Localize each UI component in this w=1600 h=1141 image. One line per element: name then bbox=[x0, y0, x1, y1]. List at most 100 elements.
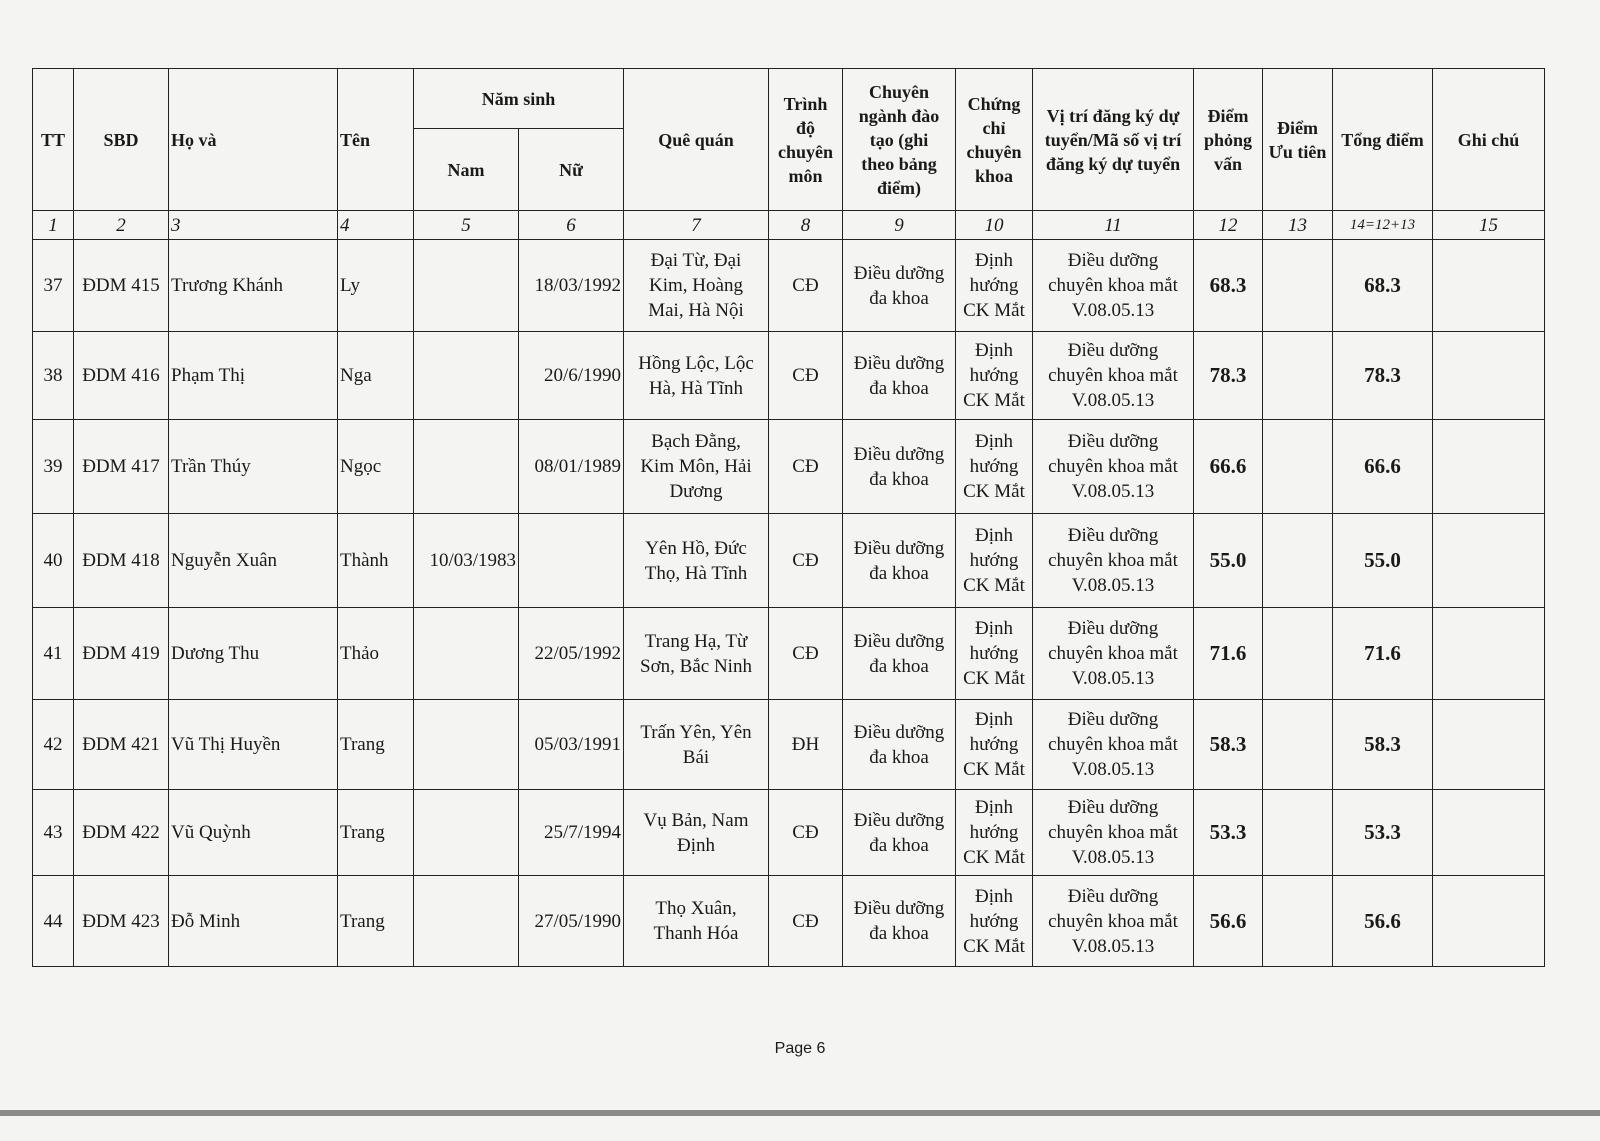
training-major: Điều dưỡng đa khoa bbox=[842, 513, 956, 608]
position-code: Điều dưỡng chuyên khoa mắt V.08.05.13 bbox=[1032, 419, 1194, 514]
family-name: Đỗ Minh bbox=[168, 875, 338, 967]
birthdate-female: 08/01/1989 bbox=[518, 419, 624, 514]
priority-score bbox=[1262, 607, 1333, 700]
scan-edge-bar bbox=[0, 1110, 1600, 1116]
birthdate-male bbox=[413, 789, 519, 876]
position-code: Điều dưỡng chuyên khoa mắt V.08.05.13 bbox=[1032, 331, 1194, 420]
column-index: 7 bbox=[623, 210, 769, 240]
hometown: Vụ Bản, Nam Định bbox=[623, 789, 769, 876]
header-chuyen-nganh: Chuyên ngành đào tạo (ghi theo bảng điểm… bbox=[842, 68, 956, 211]
row-number: 44 bbox=[32, 875, 74, 967]
given-name: Ly bbox=[337, 239, 414, 332]
training-major: Điều dưỡng đa khoa bbox=[842, 239, 956, 332]
header-chung-chi: Chứng chỉ chuyên khoa bbox=[955, 68, 1033, 211]
row-number: 42 bbox=[32, 699, 74, 790]
total-score: 68.3 bbox=[1332, 239, 1433, 332]
table-row: 44 ĐDM 423 Đỗ Minh Trang 27/05/1990 Thọ Xuân,… bbox=[32, 875, 1545, 967]
table-row: 39 ĐDM 417 Trần Thúy Ngọc 08/01/1989 Bạch Đằn… bbox=[32, 419, 1545, 514]
table-row: 43 ĐDM 422 Vũ Quỳnh Trang 25/7/1994 Vụ Bản, N… bbox=[32, 789, 1545, 876]
family-name: Dương Thu bbox=[168, 607, 338, 700]
training-major: Điều dưỡng đa khoa bbox=[842, 419, 956, 514]
qualification-level: CĐ bbox=[768, 419, 843, 514]
table-row: 42 ĐDM 421 Vũ Thị Huyền Trang 05/03/1991 Trấn… bbox=[32, 699, 1545, 790]
specialty-certificate: Định hướng CK Mắt bbox=[955, 789, 1033, 876]
total-score: 55.0 bbox=[1332, 513, 1433, 608]
column-index: 3 bbox=[168, 210, 338, 240]
column-index: 8 bbox=[768, 210, 843, 240]
column-index: 11 bbox=[1032, 210, 1194, 240]
birthdate-male bbox=[413, 607, 519, 700]
header-ghi-chu: Ghi chú bbox=[1432, 68, 1545, 211]
candidate-id: ĐDM 422 bbox=[73, 789, 169, 876]
birthdate-female: 05/03/1991 bbox=[518, 699, 624, 790]
column-index: 13 bbox=[1262, 210, 1333, 240]
note bbox=[1432, 513, 1545, 608]
total-score: 58.3 bbox=[1332, 699, 1433, 790]
position-code: Điều dưỡng chuyên khoa mắt V.08.05.13 bbox=[1032, 875, 1194, 967]
interview-score: 58.3 bbox=[1193, 699, 1263, 790]
birthdate-male bbox=[413, 239, 519, 332]
given-name: Thành bbox=[337, 513, 414, 608]
note bbox=[1432, 699, 1545, 790]
qualification-level: CĐ bbox=[768, 239, 843, 332]
table-row: 37 ĐDM 415 Trương Khánh Ly 18/03/1992 Đại Từ,… bbox=[32, 239, 1545, 332]
family-name: Trần Thúy bbox=[168, 419, 338, 514]
hometown: Bạch Đằng, Kim Môn, Hải Dương bbox=[623, 419, 769, 514]
specialty-certificate: Định hướng CK Mắt bbox=[955, 875, 1033, 967]
column-index: 15 bbox=[1432, 210, 1545, 240]
note bbox=[1432, 875, 1545, 967]
family-name: Phạm Thị bbox=[168, 331, 338, 420]
birthdate-female: 27/05/1990 bbox=[518, 875, 624, 967]
qualification-level: ĐH bbox=[768, 699, 843, 790]
priority-score bbox=[1262, 789, 1333, 876]
birthdate-male bbox=[413, 699, 519, 790]
specialty-certificate: Định hướng CK Mắt bbox=[955, 239, 1033, 332]
row-number: 38 bbox=[32, 331, 74, 420]
row-number: 41 bbox=[32, 607, 74, 700]
column-index: 4 bbox=[337, 210, 414, 240]
priority-score bbox=[1262, 699, 1333, 790]
qualification-level: CĐ bbox=[768, 513, 843, 608]
birthdate-male: 10/03/1983 bbox=[413, 513, 519, 608]
birthdate-female: 20/6/1990 bbox=[518, 331, 624, 420]
training-major: Điều dưỡng đa khoa bbox=[842, 331, 956, 420]
interview-score: 71.6 bbox=[1193, 607, 1263, 700]
column-index: 10 bbox=[955, 210, 1033, 240]
priority-score bbox=[1262, 239, 1333, 332]
given-name: Ngọc bbox=[337, 419, 414, 514]
header-tong-diem: Tổng điểm bbox=[1332, 68, 1433, 211]
column-index-row: 1 2 3 4 5 6 7 8 9 10 11 12 13 14=12+13 15 bbox=[32, 210, 1545, 240]
hometown: Trang Hạ, Từ Sơn, Bắc Ninh bbox=[623, 607, 769, 700]
interview-score: 53.3 bbox=[1193, 789, 1263, 876]
position-code: Điều dưỡng chuyên khoa mắt V.08.05.13 bbox=[1032, 789, 1194, 876]
qualification-level: CĐ bbox=[768, 331, 843, 420]
position-code: Điều dưỡng chuyên khoa mắt V.08.05.13 bbox=[1032, 239, 1194, 332]
row-number: 37 bbox=[32, 239, 74, 332]
candidate-id: ĐDM 415 bbox=[73, 239, 169, 332]
header-que-quan: Quê quán bbox=[623, 68, 769, 211]
birthdate-male bbox=[413, 331, 519, 420]
birthdate-female: 18/03/1992 bbox=[518, 239, 624, 332]
total-score: 66.6 bbox=[1332, 419, 1433, 514]
header-ho-va: Họ và bbox=[168, 68, 338, 211]
header-tt: TT bbox=[32, 68, 74, 211]
column-index: 5 bbox=[413, 210, 519, 240]
header-nu: Nữ bbox=[518, 128, 624, 211]
column-index: 12 bbox=[1193, 210, 1263, 240]
note bbox=[1432, 607, 1545, 700]
total-score: 71.6 bbox=[1332, 607, 1433, 700]
birthdate-female: 22/05/1992 bbox=[518, 607, 624, 700]
training-major: Điều dưỡng đa khoa bbox=[842, 699, 956, 790]
interview-score: 66.6 bbox=[1193, 419, 1263, 514]
birthdate-male bbox=[413, 419, 519, 514]
family-name: Trương Khánh bbox=[168, 239, 338, 332]
note bbox=[1432, 789, 1545, 876]
total-score: 53.3 bbox=[1332, 789, 1433, 876]
header-nam: Nam bbox=[413, 128, 519, 211]
hometown: Trấn Yên, Yên Bái bbox=[623, 699, 769, 790]
specialty-certificate: Định hướng CK Mắt bbox=[955, 513, 1033, 608]
candidate-id: ĐDM 419 bbox=[73, 607, 169, 700]
candidate-id: ĐDM 423 bbox=[73, 875, 169, 967]
interview-score: 68.3 bbox=[1193, 239, 1263, 332]
qualification-level: CĐ bbox=[768, 607, 843, 700]
